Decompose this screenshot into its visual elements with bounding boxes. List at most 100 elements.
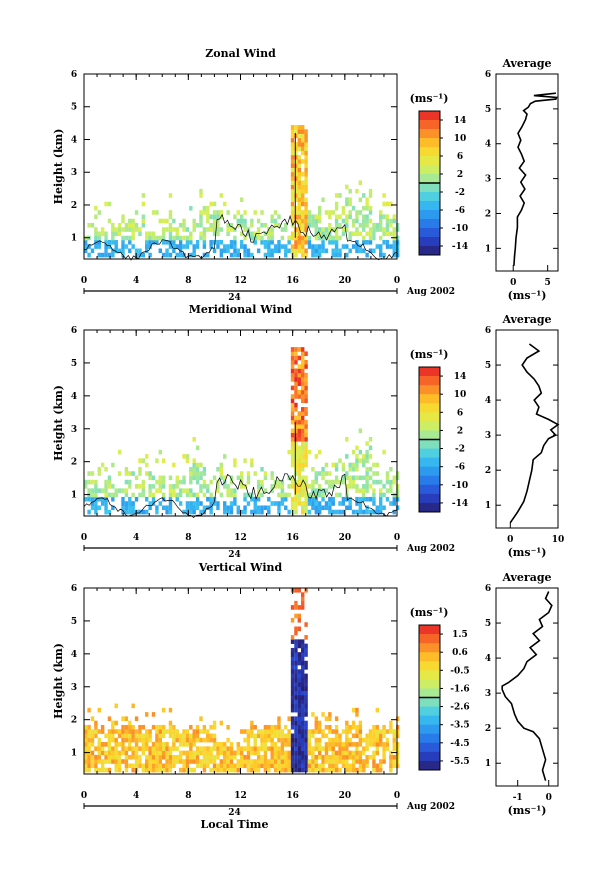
heatmap-cell bbox=[151, 759, 156, 764]
heatmap-cell bbox=[304, 146, 308, 151]
heatmap-cell bbox=[165, 746, 169, 751]
x-tick-label: 0 bbox=[394, 533, 400, 543]
heatmap-cell bbox=[368, 248, 373, 254]
heatmap-cell bbox=[389, 759, 393, 764]
heatmap-cell bbox=[239, 746, 244, 751]
heatmap-cell bbox=[107, 475, 112, 481]
heatmap-cell bbox=[395, 729, 400, 734]
heatmap-cell bbox=[334, 509, 339, 515]
heatmap-cell bbox=[331, 479, 335, 485]
heatmap-cell bbox=[287, 759, 291, 764]
heatmap-cell bbox=[297, 686, 302, 692]
heatmap-cell bbox=[304, 699, 308, 704]
heatmap-cell bbox=[277, 479, 281, 485]
heatmap-cell bbox=[301, 462, 305, 468]
heatmap-cell bbox=[317, 214, 322, 220]
heatmap-cell bbox=[301, 201, 305, 207]
heatmap-cell bbox=[90, 479, 95, 485]
heatmap-cell bbox=[314, 214, 318, 220]
heatmap-cell bbox=[131, 218, 135, 224]
heatmap-cell bbox=[290, 244, 295, 249]
heatmap-cell bbox=[328, 737, 332, 743]
heatmap-cell bbox=[270, 759, 274, 764]
heatmap-cell bbox=[243, 248, 247, 254]
heatmap-cell bbox=[151, 235, 156, 241]
heatmap-cell bbox=[145, 733, 149, 739]
y-tick-label: 2 bbox=[71, 458, 77, 468]
heatmap-cell bbox=[114, 244, 118, 249]
heatmap-cell bbox=[294, 754, 298, 760]
colorbar-segment bbox=[419, 724, 440, 735]
heatmap-cell bbox=[297, 488, 302, 493]
heatmap-cell bbox=[304, 351, 308, 357]
heatmap-cell bbox=[267, 496, 271, 502]
heatmap-cell bbox=[161, 729, 166, 734]
heatmap-cell bbox=[375, 471, 380, 476]
heatmap-cell bbox=[368, 210, 373, 215]
heatmap-cell bbox=[304, 763, 308, 769]
heatmap-cell bbox=[382, 759, 386, 764]
heatmap-cell bbox=[355, 231, 359, 237]
heatmap-cell bbox=[178, 222, 183, 228]
date-axis-label: Aug 2002 bbox=[406, 544, 455, 554]
heatmap-cell bbox=[304, 197, 308, 203]
heatmap-cell bbox=[90, 471, 95, 476]
heatmap-cell bbox=[192, 733, 196, 739]
heatmap-cell bbox=[314, 488, 318, 493]
heatmap-cell bbox=[94, 205, 98, 211]
heatmap-cell bbox=[301, 437, 305, 442]
y-tick-label: 4 bbox=[71, 392, 77, 402]
heatmap-cell bbox=[189, 239, 193, 245]
heatmap-cell bbox=[246, 737, 251, 743]
heatmap-cell bbox=[317, 252, 322, 258]
heatmap-cell bbox=[348, 462, 352, 468]
heatmap-cell bbox=[138, 746, 142, 751]
heatmap-cell bbox=[328, 724, 332, 730]
chart-title: Vertical Wind bbox=[198, 561, 283, 574]
heatmap-cell bbox=[128, 479, 132, 485]
heatmap-cell bbox=[338, 742, 342, 747]
heatmap-cell bbox=[355, 214, 359, 220]
heatmap-cell bbox=[84, 479, 88, 485]
heatmap-cell bbox=[290, 605, 295, 610]
heatmap-cell bbox=[100, 750, 105, 756]
heatmap-cell bbox=[328, 742, 332, 747]
heatmap-cell bbox=[290, 133, 295, 139]
heatmap-cell bbox=[317, 218, 322, 224]
heatmap-cell bbox=[382, 492, 386, 498]
heatmap-cell bbox=[182, 222, 186, 228]
heatmap-cell bbox=[290, 415, 295, 421]
heatmap-cell bbox=[294, 677, 298, 683]
heatmap-cell bbox=[138, 466, 142, 472]
heatmap-cell bbox=[280, 496, 285, 502]
heatmap-cell bbox=[165, 218, 169, 224]
heatmap-cell bbox=[202, 763, 207, 769]
heatmap-cell bbox=[297, 737, 302, 743]
heatmap-cell bbox=[165, 750, 169, 756]
heatmap-cell bbox=[117, 759, 122, 764]
colorbar-unit: (ms⁻¹) bbox=[410, 92, 449, 105]
chart-title: Zonal Wind bbox=[205, 47, 276, 60]
colorbar-segment bbox=[419, 448, 440, 459]
colorbar-segment bbox=[419, 421, 440, 431]
heatmap-cell bbox=[206, 488, 210, 493]
heatmap-cell bbox=[341, 759, 346, 764]
heatmap-cell bbox=[121, 235, 125, 241]
heatmap-cell bbox=[358, 449, 363, 455]
heatmap-cell bbox=[297, 432, 302, 438]
heatmap-cell bbox=[287, 235, 291, 241]
heatmap-cell bbox=[172, 244, 176, 249]
heatmap-cell bbox=[270, 248, 274, 254]
heatmap-cell bbox=[229, 227, 234, 232]
heatmap-cell bbox=[321, 466, 325, 472]
heatmap-cell bbox=[294, 737, 298, 743]
heatmap-cell bbox=[297, 754, 302, 760]
heatmap-cell bbox=[351, 484, 356, 489]
heatmap-cell bbox=[226, 750, 230, 756]
heatmap-cell bbox=[131, 509, 135, 515]
heatmap-cell bbox=[209, 479, 213, 485]
heatmap-cell bbox=[263, 754, 268, 760]
heatmap-cell bbox=[338, 767, 342, 773]
heatmap-cell bbox=[202, 759, 207, 764]
heatmap-cell bbox=[267, 244, 271, 249]
